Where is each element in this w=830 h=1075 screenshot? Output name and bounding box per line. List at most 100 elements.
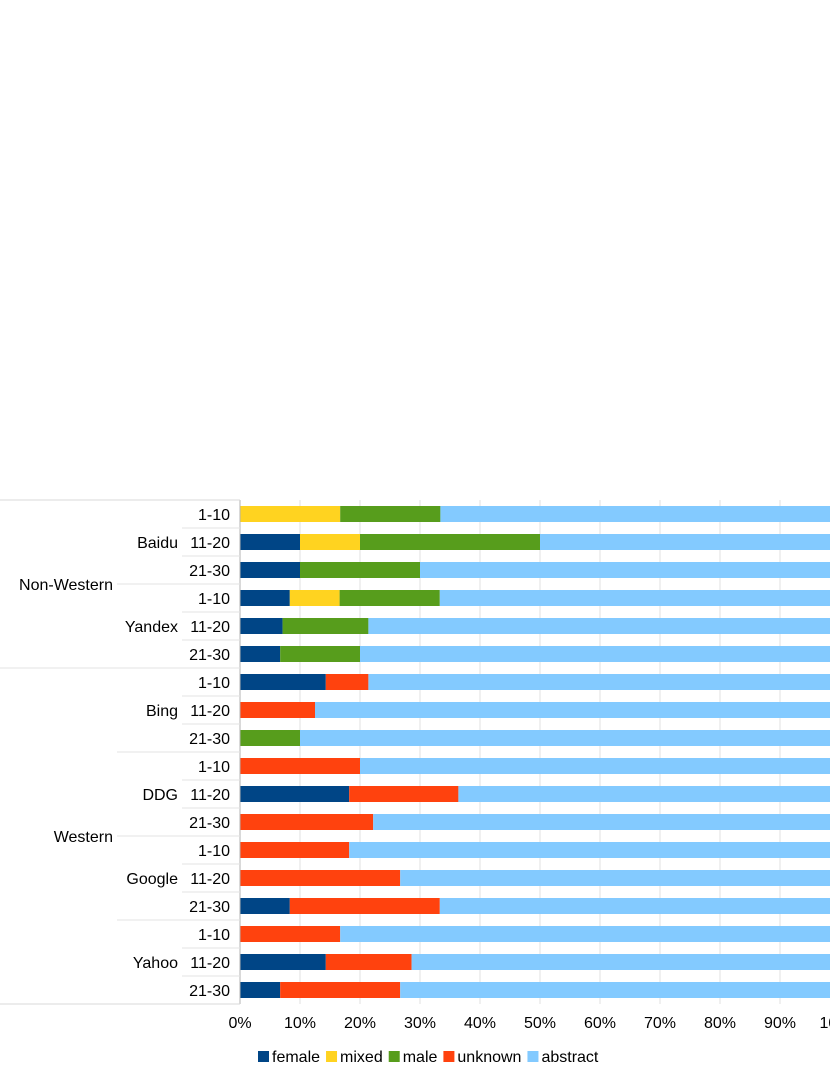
rank-label: 11-20 <box>190 787 230 804</box>
rank-label: 11-20 <box>190 955 230 972</box>
gridlines <box>239 500 781 1004</box>
bar-segment-unknown <box>240 702 315 718</box>
legend-label-abstract: abstract <box>541 1049 598 1066</box>
group-label: Western <box>54 829 113 846</box>
bar-segment-abstract <box>315 702 830 718</box>
axes <box>0 499 241 1005</box>
bar-segment-abstract <box>540 534 830 550</box>
bar-segment-unknown <box>325 954 412 970</box>
bar-segment-male <box>282 618 369 634</box>
bar-segment-abstract <box>368 674 830 690</box>
bar-segment-abstract <box>300 730 830 746</box>
bar-segment-female <box>240 954 326 970</box>
engine-label: Bing <box>146 703 178 720</box>
bar-segment-abstract <box>439 898 830 914</box>
rank-label: 11-20 <box>190 703 230 720</box>
bar-segment-abstract <box>440 506 830 522</box>
bars <box>240 506 830 998</box>
bar-segment-male <box>360 534 540 550</box>
bar-segment-unknown <box>289 898 440 914</box>
engine-label: Yandex <box>125 619 178 636</box>
bar-segment-abstract <box>360 646 830 662</box>
bar-segment-unknown <box>240 758 360 774</box>
bar-segment-female <box>240 562 300 578</box>
rank-label: 21-30 <box>189 647 230 664</box>
bar-segment-unknown <box>240 814 374 830</box>
bar-segment-abstract <box>439 590 830 606</box>
engine-label: DDG <box>142 787 178 804</box>
rank-label: 1-10 <box>198 675 230 692</box>
bar-segment-female <box>240 898 290 914</box>
x-tick-label: 90% <box>764 1015 796 1032</box>
bar-segment-male <box>340 506 441 522</box>
x-tick-label: 60% <box>584 1015 616 1032</box>
x-tick-label: 80% <box>704 1015 736 1032</box>
legend-swatch-male <box>388 1051 400 1062</box>
bar-segment-unknown <box>280 982 401 998</box>
category-labels: 1-10 11-20 21-30 1-10 11-20 21-30 1-10 11-20 21-… <box>19 507 230 1000</box>
bar-segment-unknown <box>240 842 350 858</box>
legend-swatch-female <box>258 1051 269 1062</box>
legend-label-mixed: mixed <box>340 1049 383 1066</box>
x-tick-label: 50% <box>524 1015 556 1032</box>
legend-label-female: female <box>272 1049 320 1066</box>
rank-label: 21-30 <box>189 899 230 916</box>
rank-label: 21-30 <box>189 983 230 1000</box>
bar-segment-abstract <box>349 842 830 858</box>
bar-segment-male <box>339 590 440 606</box>
bar-segment-abstract <box>360 758 830 774</box>
engine-label: Baidu <box>137 535 178 552</box>
engine-label: Google <box>126 871 178 888</box>
rank-label: 1-10 <box>198 843 230 860</box>
bar-segment-female <box>240 618 283 634</box>
x-tick-labels: 0% 10% 20% 30% 40% 50% 60% 70% 80% 90% 100% <box>228 1015 830 1032</box>
bar-segment-unknown <box>240 870 401 886</box>
bar-segment-abstract <box>340 926 830 942</box>
bar-segment-female <box>240 646 281 662</box>
bar-segment-mixed <box>289 590 340 606</box>
x-tick-label: 20% <box>344 1015 376 1032</box>
bar-segment-abstract <box>458 786 830 802</box>
x-tick-label: 40% <box>464 1015 496 1032</box>
legend-label-male: male <box>403 1049 438 1066</box>
x-tick-label: 70% <box>644 1015 676 1032</box>
rank-label: 11-20 <box>190 619 230 636</box>
rank-label: 11-20 <box>190 871 230 888</box>
rank-label: 11-20 <box>190 535 230 552</box>
bar-segment-female <box>240 674 326 690</box>
bar-segment-mixed <box>240 506 341 522</box>
bar-segment-abstract <box>411 954 830 970</box>
legend-swatch-unknown <box>443 1051 455 1062</box>
bar-segment-unknown <box>349 786 459 802</box>
rank-label: 21-30 <box>189 815 230 832</box>
x-tick-label: 100% <box>820 1015 830 1032</box>
legend-swatch-abstract <box>527 1051 539 1062</box>
bar-segment-male <box>280 646 360 662</box>
bar-segment-mixed <box>300 534 360 550</box>
group-label: Non-Western <box>19 577 113 594</box>
rank-label: 1-10 <box>198 591 230 608</box>
bar-segment-female <box>240 534 300 550</box>
bar-segment-unknown <box>325 674 369 690</box>
bar-segment-male <box>240 730 300 746</box>
bar-segment-unknown <box>240 926 341 942</box>
rank-label: 21-30 <box>189 563 230 580</box>
legend: female mixed male unknown abstract <box>258 1049 599 1066</box>
bar-segment-abstract <box>420 562 830 578</box>
bar-segment-female <box>240 982 281 998</box>
rank-label: 1-10 <box>198 507 230 524</box>
bar-segment-female <box>240 786 350 802</box>
x-tick-label: 10% <box>284 1015 316 1032</box>
x-tick-label: 30% <box>404 1015 436 1032</box>
bar-segment-abstract <box>368 618 830 634</box>
rank-label: 1-10 <box>198 759 230 776</box>
bar-segment-abstract <box>400 870 830 886</box>
engine-label: Yahoo <box>133 955 178 972</box>
legend-swatch-mixed <box>326 1051 338 1062</box>
rank-label: 21-30 <box>189 731 230 748</box>
bar-segment-female <box>240 590 290 606</box>
bar-segment-abstract <box>373 814 830 830</box>
legend-label-unknown: unknown <box>457 1049 521 1066</box>
rank-label: 1-10 <box>198 927 230 944</box>
